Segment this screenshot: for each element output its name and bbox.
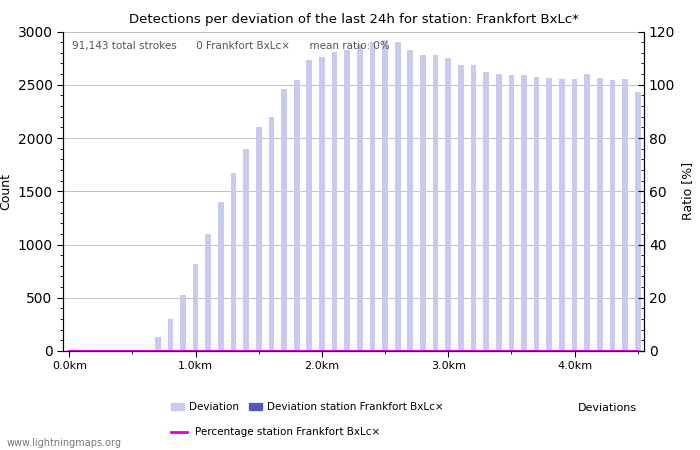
Bar	[407, 50, 413, 351]
Bar	[218, 202, 224, 351]
Bar	[269, 117, 274, 351]
Bar	[610, 81, 615, 351]
Bar	[547, 78, 552, 351]
Bar	[244, 148, 249, 351]
Y-axis label: Count: Count	[0, 173, 12, 210]
Bar	[445, 58, 451, 351]
Bar	[344, 50, 350, 351]
Y-axis label: Ratio [%]: Ratio [%]	[681, 162, 694, 220]
Bar	[193, 264, 199, 351]
Text: 91,143 total strokes      0 Frankfort BxLc×      mean ratio: 0%: 91,143 total strokes 0 Frankfort BxLc× m…	[71, 41, 389, 51]
Bar	[307, 60, 312, 351]
Bar	[319, 57, 325, 351]
Title: Detections per deviation of the last 24h for station: Frankfort BxLc*: Detections per deviation of the last 24h…	[129, 13, 578, 26]
Bar	[572, 79, 578, 351]
Bar	[522, 75, 527, 351]
Legend: Percentage station Frankfort BxLc×: Percentage station Frankfort BxLc×	[167, 423, 384, 441]
Bar	[205, 234, 211, 351]
Bar	[167, 319, 173, 351]
Bar	[483, 72, 489, 351]
Text: www.lightningmaps.org: www.lightningmaps.org	[7, 438, 122, 448]
Bar	[155, 337, 160, 351]
Bar	[635, 92, 640, 351]
Bar	[370, 42, 375, 351]
Bar	[332, 52, 337, 351]
Bar	[622, 79, 628, 351]
Bar	[534, 77, 540, 351]
Bar	[281, 89, 287, 351]
Bar	[597, 78, 603, 351]
Bar	[496, 74, 502, 351]
Bar	[508, 75, 514, 351]
Bar	[395, 42, 400, 351]
Bar	[256, 127, 262, 351]
Bar	[382, 40, 388, 351]
Bar	[470, 64, 476, 351]
Bar	[433, 55, 438, 351]
Bar	[559, 79, 565, 351]
Bar	[458, 64, 463, 351]
Bar	[294, 81, 300, 351]
Bar	[357, 45, 363, 351]
Text: Deviations: Deviations	[578, 403, 637, 413]
Bar	[420, 55, 426, 351]
Bar	[231, 173, 237, 351]
Bar	[180, 295, 186, 351]
Bar	[584, 74, 590, 351]
